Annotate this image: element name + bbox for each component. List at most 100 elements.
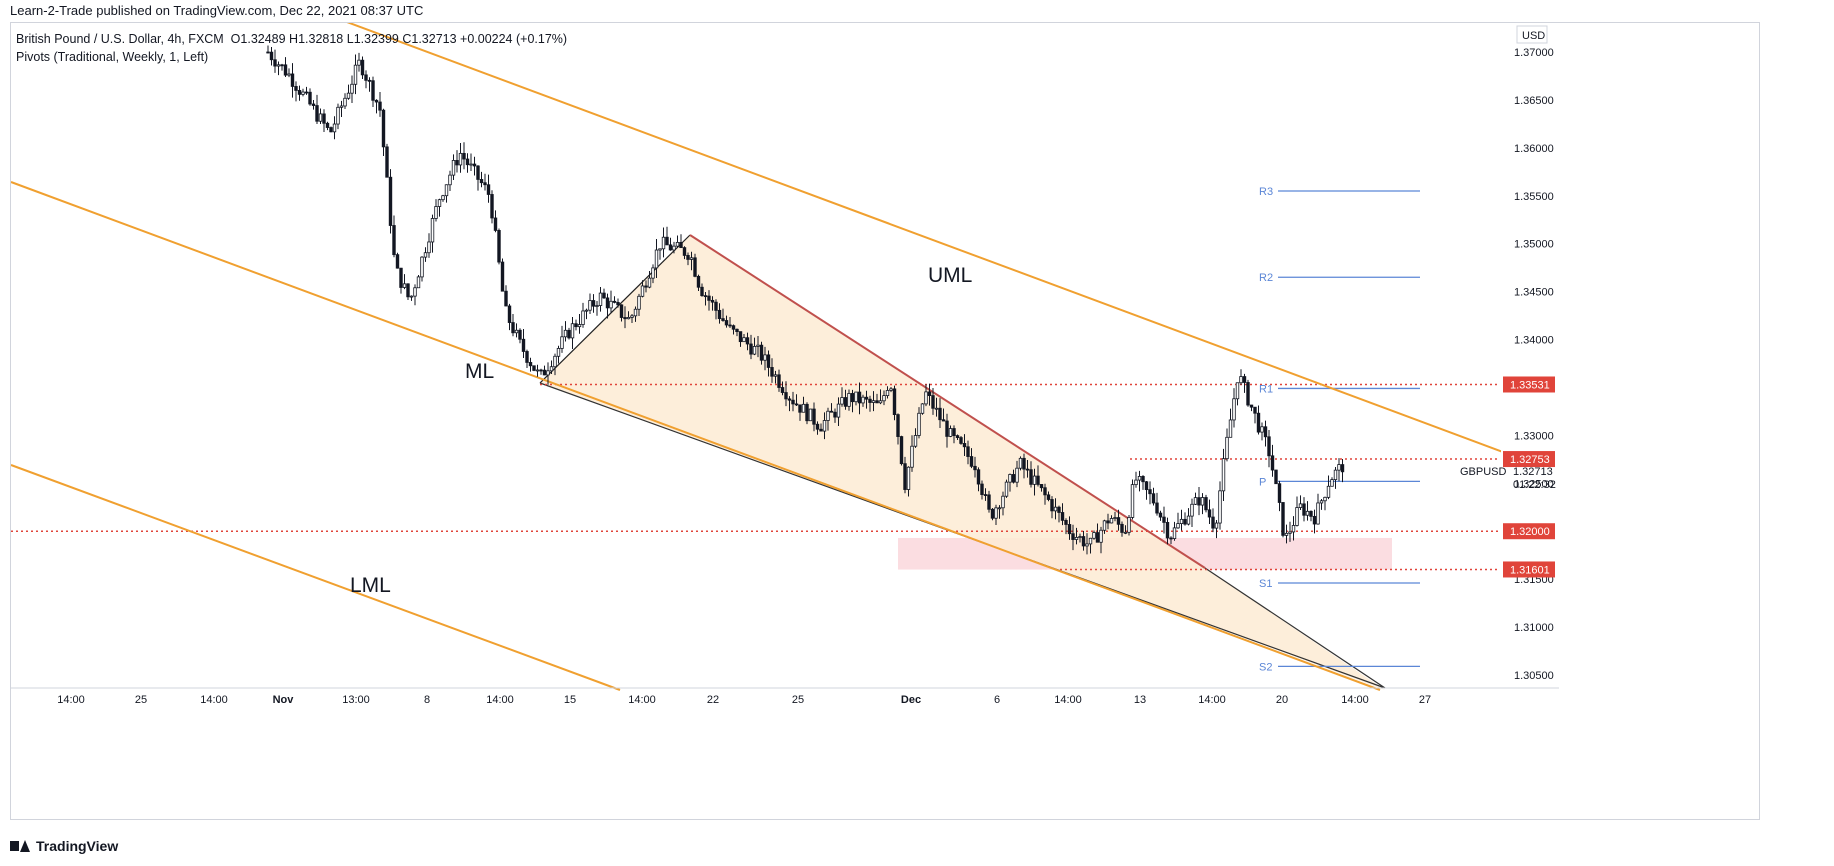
candle-body (749, 343, 753, 355)
x-axis-tick-label: 13:00 (342, 694, 370, 706)
candle-body (973, 465, 977, 471)
candle-body (798, 404, 802, 413)
candle-body (392, 225, 396, 256)
x-axis-tick-label: 6 (994, 694, 1000, 706)
candle-body (714, 301, 718, 311)
candle-body (619, 304, 624, 318)
candle-body (1218, 490, 1222, 524)
price-tag-recent-high: 1.32753 (1510, 454, 1550, 466)
candle-body (329, 127, 333, 133)
candle-body (1102, 520, 1107, 531)
candle-body (269, 51, 274, 61)
candle-body (913, 435, 918, 447)
candle-body (738, 331, 743, 343)
candle-body (556, 348, 561, 357)
candle-body (276, 64, 281, 67)
candle-body (801, 403, 806, 413)
candle-body (721, 318, 725, 321)
candle-body (637, 295, 641, 310)
candle-body (353, 64, 358, 85)
candle-body (304, 91, 309, 94)
candle-body (1029, 469, 1033, 485)
candle-body (1064, 519, 1068, 525)
x-axis-tick-label: 14:00 (200, 694, 228, 706)
candle-body (563, 329, 568, 338)
candle-body (1270, 455, 1275, 471)
candle-body (857, 391, 862, 404)
candle-body (1295, 507, 1299, 526)
y-axis-background (1502, 23, 1559, 819)
candle-body (406, 283, 410, 298)
candle-body (710, 299, 715, 303)
candle-body (1235, 382, 1240, 400)
x-axis-tick-label: 22 (707, 694, 719, 706)
candle-body (1071, 533, 1075, 540)
candle-body (605, 297, 610, 309)
candle-body (336, 106, 340, 125)
candle-body (661, 236, 666, 250)
candle-body (1116, 517, 1121, 525)
candle-body (371, 80, 375, 101)
candle-body (1025, 468, 1030, 471)
candle-body (906, 466, 911, 490)
candle-body (1291, 525, 1296, 533)
candle-body (294, 86, 298, 91)
candle-body (1323, 496, 1327, 502)
candle-body (290, 73, 295, 87)
candle-body (528, 362, 533, 367)
candle-body (1057, 506, 1061, 513)
candle-body (882, 395, 886, 402)
candle-body (399, 267, 403, 288)
candle-body (462, 152, 466, 160)
candle-body (1239, 376, 1243, 384)
candle-body (549, 366, 554, 372)
x-axis-tick-label: 25 (792, 694, 804, 706)
y-axis-tick-label: 1.36500 (1514, 95, 1554, 107)
pivot-label-r2: R2 (1259, 272, 1273, 284)
candle-body (476, 165, 480, 180)
candle-body (448, 174, 452, 186)
price-tag-low: 1.31601 (1510, 564, 1550, 576)
candle-body (1067, 524, 1072, 535)
candle-body (780, 387, 785, 393)
candle-body (1330, 479, 1334, 487)
currency-label: USD (1522, 30, 1545, 42)
candle-body (595, 305, 599, 307)
candle-body (672, 245, 676, 251)
legend-ohlc: O1.32489 H1.32818 L1.32399 C1.32713 +0.0… (230, 32, 568, 46)
candle-body (976, 469, 981, 485)
wedge-upper-line (689, 234, 1206, 569)
candle-body (504, 290, 508, 307)
candle-body (728, 324, 732, 327)
price-tag-support-bg (1503, 523, 1555, 540)
candle-body (1288, 531, 1292, 534)
candle-body (952, 428, 956, 437)
candle-body (266, 51, 270, 54)
candle-body (588, 300, 592, 311)
candle-body (598, 292, 603, 306)
publish-header: Learn-2-Trade published on TradingView.c… (10, 3, 424, 18)
candle-body (941, 419, 946, 422)
candle-body (420, 256, 424, 278)
candle-body (983, 494, 988, 496)
candle-body (1148, 489, 1152, 495)
candle-body (1263, 426, 1268, 438)
x-axis-tick-label: Dec (901, 694, 921, 706)
candle-body (1092, 532, 1096, 539)
price-chart[interactable]: R3 R2 R1 P S1 S2 UML ML LML 1.37000 1.36500 1.360… (0, 0, 1834, 830)
candle-body (1060, 512, 1065, 521)
y-axis-tick-label: 1.36000 (1514, 143, 1554, 155)
candle-body (640, 285, 645, 297)
candle-body (822, 420, 827, 432)
candle-body (787, 398, 792, 401)
candle-body (553, 355, 557, 368)
candle-body (1053, 506, 1058, 512)
chart-area[interactable] (10, 22, 1760, 820)
candle-body (875, 400, 879, 404)
y-axis-tick-label: 1.30500 (1514, 670, 1554, 682)
candle-body (686, 255, 690, 260)
candle-body (689, 257, 694, 260)
candle-body (1130, 484, 1135, 518)
candle-body (581, 310, 585, 325)
candle-body (1095, 532, 1100, 543)
